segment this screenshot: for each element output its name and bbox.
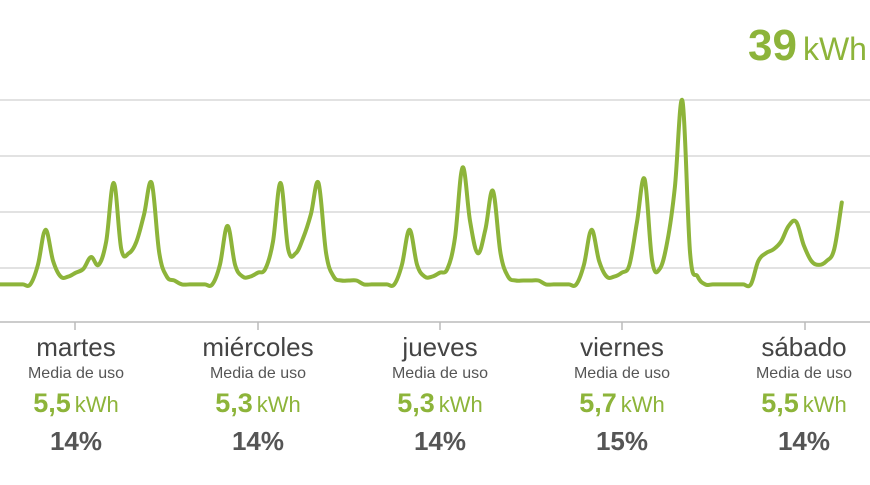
- day-name: martes: [36, 332, 116, 362]
- average-usage-label: Media de uso: [573, 365, 671, 382]
- day-name: sábado: [761, 332, 847, 362]
- usage-line: [0, 97, 844, 289]
- usage-percent: 14%: [777, 426, 831, 456]
- usage-percent: 15%: [595, 426, 649, 456]
- usage-number: 5,3: [215, 388, 253, 418]
- usage-number: 5,5: [33, 388, 71, 418]
- usage-unit: kWh: [74, 392, 119, 417]
- usage-number: 5,5: [761, 388, 799, 418]
- usage-percent: 14%: [49, 426, 103, 456]
- average-usage-value: 5,7 kWh: [537, 386, 707, 425]
- day-summary-sabado: sábado Media de uso 5,5 kWh 14%: [719, 330, 870, 457]
- day-name: miércoles: [202, 332, 314, 362]
- day-summary-jueves: jueves Media de uso 5,3 kWh 14%: [355, 330, 525, 457]
- day-summary-martes: martes Media de uso 5,5 kWh 14%: [0, 330, 161, 457]
- usage-percent: 14%: [231, 426, 285, 456]
- day-summary-viernes: viernes Media de uso 5,7 kWh 15%: [537, 330, 707, 457]
- day-name: jueves: [402, 332, 478, 362]
- usage-line-chart: [0, 97, 870, 330]
- usage-unit: kWh: [620, 392, 665, 417]
- usage-unit: kWh: [802, 392, 847, 417]
- usage-number: 5,7: [579, 388, 617, 418]
- average-usage-label: Media de uso: [391, 365, 489, 382]
- total-value: 39: [748, 21, 797, 70]
- average-usage-label: Media de uso: [755, 365, 853, 382]
- usage-unit: kWh: [438, 392, 483, 417]
- chart-grid: [0, 99, 870, 323]
- average-usage-value: 5,3 kWh: [173, 386, 343, 425]
- day-separators: [74, 322, 806, 330]
- total-consumption: 39 kWh: [748, 24, 867, 68]
- average-usage-label: Media de uso: [27, 365, 125, 382]
- average-usage-label: Media de uso: [209, 365, 307, 382]
- usage-percent: 14%: [413, 426, 467, 456]
- total-unit: kWh: [802, 31, 867, 67]
- usage-number: 5,3: [397, 388, 435, 418]
- day-summary-miercoles: miércoles Media de uso 5,3 kWh 14%: [173, 330, 343, 457]
- average-usage-value: 5,3 kWh: [355, 386, 525, 425]
- average-usage-value: 5,5 kWh: [719, 386, 870, 425]
- average-usage-value: 5,5 kWh: [0, 386, 161, 425]
- usage-unit: kWh: [256, 392, 301, 417]
- day-name: viernes: [580, 332, 664, 362]
